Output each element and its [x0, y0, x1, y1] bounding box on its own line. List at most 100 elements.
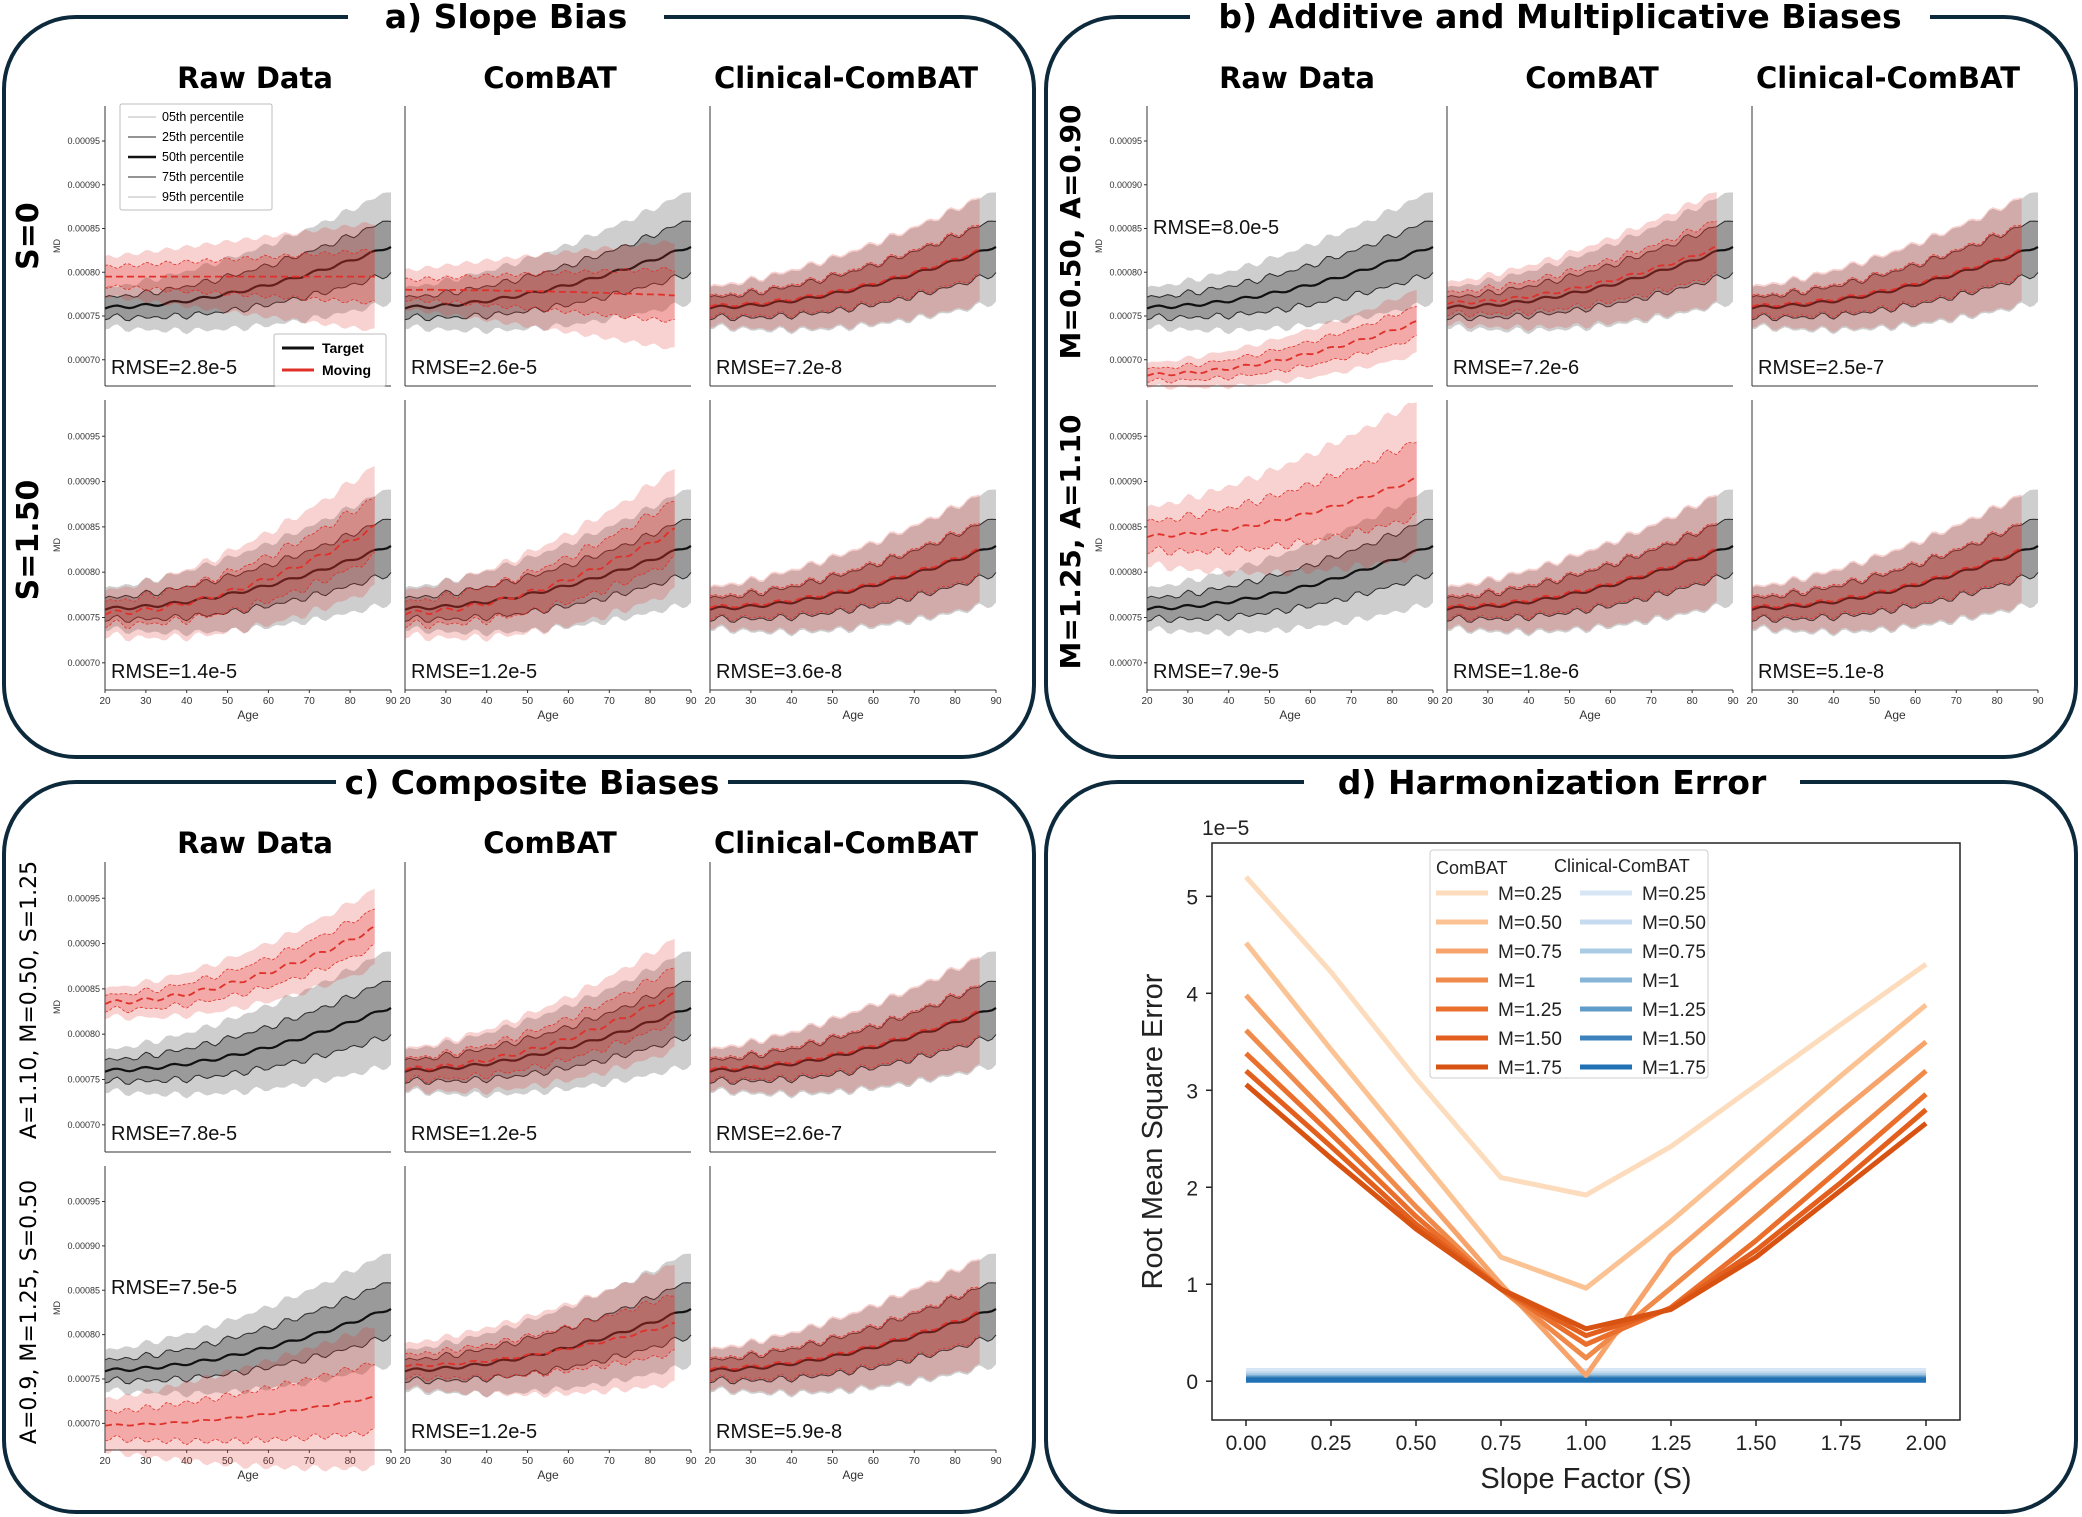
- target-p25-line: [1146, 272, 1434, 322]
- moving-inner-band: [710, 985, 980, 1083]
- percentile-legend: 05th percentile 25th percentile 50th per…: [119, 103, 273, 211]
- moving-p25-line: [709, 272, 980, 320]
- y-tick-label: 0.00080: [67, 267, 100, 277]
- legend-moving: Moving: [322, 362, 371, 378]
- target-p25-line: [1446, 272, 1734, 322]
- x-tick-label: 40: [1223, 696, 1235, 707]
- percentile-plot-a-0-1: RMSE=2.6e-5: [404, 106, 692, 387]
- percentile-plot-a-1-2: 20 30 40 50 60 70 80 90 Age RMSE=3.6e-8: [704, 400, 1002, 722]
- target-p25-line: [1751, 272, 2039, 322]
- x-tick-label: 60: [1910, 696, 1922, 707]
- y-tick-label: 0.00080: [1109, 267, 1142, 277]
- x-tick-label: 0.50: [1396, 1432, 1437, 1455]
- moving-p25-line: [1751, 572, 2022, 622]
- moving-p25-line: [404, 1017, 675, 1084]
- group-legend: Target Moving: [273, 333, 387, 387]
- target-outer-band: [1447, 489, 1733, 637]
- target-outer-band: [105, 192, 391, 335]
- target-median-line: [104, 545, 392, 611]
- y-axis-label: MD: [1094, 239, 1104, 253]
- series-line-combat-M=1.25: [1244, 1051, 1928, 1347]
- y-tick-label: 0.00080: [67, 567, 100, 577]
- percentile-plot-c-1-0: 0.00070 0.00075 0.00080 0.00085 0.00090 0.000…: [52, 1166, 397, 1482]
- x-tick-label: 1.75: [1821, 1432, 1862, 1455]
- moving-median-line: [104, 1395, 375, 1427]
- legend-p75: 75th percentile: [162, 170, 244, 184]
- x-tick-label: 30: [1482, 696, 1494, 707]
- moving-inner-band: [1447, 523, 1717, 621]
- target-outer-band: [405, 489, 691, 637]
- x-tick-label: 60: [868, 696, 880, 707]
- rmse-label: RMSE=3.6e-8: [716, 661, 842, 683]
- target-p25-line: [104, 1334, 392, 1385]
- y-tick-label: 3: [1186, 1080, 1198, 1103]
- moving-inner-band: [1447, 221, 1717, 317]
- panel-c-row-label-1: A=0.9, M=1.25, S=0.50: [17, 1180, 42, 1444]
- rmse-label: RMSE=7.2e-8: [716, 357, 842, 379]
- y-tick-label: 0: [1186, 1371, 1198, 1394]
- x-axis-label: Slope Factor (S): [1480, 1463, 1691, 1495]
- y-tick-label: 0.00075: [1109, 311, 1142, 321]
- y-tick-label: 0.00095: [1109, 431, 1142, 441]
- moving-p25-line: [104, 284, 375, 305]
- y-tick-label: 0.00095: [1109, 136, 1142, 146]
- percentile-plot-b-1-0: 0.00070 0.00075 0.00080 0.00085 0.00090 0.000…: [1094, 400, 1439, 722]
- percentile-plot-c-0-0: 0.00070 0.00075 0.00080 0.00085 0.00090 0.000…: [52, 862, 392, 1153]
- moving-median-line: [1446, 547, 1718, 609]
- rmse-label: RMSE=8.0e-5: [1153, 217, 1279, 239]
- panel-b-row-label-0: M=0.50, A=0.90: [1054, 104, 1087, 359]
- y-tick-label: 0.00095: [67, 431, 100, 441]
- x-tick-label: 20: [704, 696, 716, 707]
- moving-p75-line: [709, 984, 980, 1059]
- y-tick-label: 0.00095: [67, 1197, 100, 1207]
- x-tick-label: 90: [2032, 696, 2044, 707]
- target-p75-line: [1751, 220, 2039, 298]
- x-tick-label: 90: [385, 1456, 397, 1467]
- percentile-plot-a-0-0: 0.00070 0.00075 0.00080 0.00085 0.00090 0.000…: [52, 106, 392, 387]
- x-tick-label: 20: [1441, 696, 1453, 707]
- rmse-label: RMSE=7.9e-5: [1153, 661, 1279, 683]
- moving-median-line: [709, 1009, 981, 1071]
- x-tick-label: 80: [1687, 696, 1699, 707]
- moving-p25-line: [1446, 572, 1717, 622]
- y-tick-label: 0.00090: [67, 939, 100, 949]
- legend-label: M=1.25: [1498, 1000, 1562, 1021]
- panel-a-col-combat: ComBAT: [483, 61, 617, 95]
- x-tick-label: 60: [1605, 696, 1617, 707]
- panel-b-col-raw: Raw Data: [1219, 61, 1375, 95]
- moving-inner-band: [405, 267, 675, 323]
- y-tick-label: 0.00080: [67, 1029, 100, 1039]
- rmse-label: RMSE=7.2e-6: [1453, 357, 1579, 379]
- moving-outer-band: [105, 888, 375, 1021]
- rmse-label: RMSE=7.8e-5: [111, 1123, 237, 1145]
- x-tick-label: 70: [304, 1456, 316, 1467]
- panel-b-col-clinical: Clinical-ComBAT: [1756, 61, 2020, 95]
- legend-p05: 05th percentile: [162, 110, 244, 124]
- y-tick-label: 0.00075: [67, 1374, 100, 1384]
- x-tick-label: 80: [645, 1456, 657, 1467]
- panel-c-col-raw: Raw Data: [177, 826, 333, 860]
- moving-inner-band: [1752, 523, 2022, 621]
- legend-label: M=0.50: [1642, 913, 1706, 934]
- moving-median-line: [404, 991, 676, 1072]
- x-axis-label: Age: [237, 1468, 259, 1482]
- moving-inner-band: [710, 225, 980, 319]
- target-p25-line: [1446, 572, 1734, 623]
- target-p25-line: [104, 272, 392, 322]
- moving-inner-band: [710, 523, 980, 621]
- x-tick-label: 1.25: [1651, 1432, 1692, 1455]
- target-p25-line: [709, 572, 997, 623]
- series-line-combat-M=1: [1244, 1028, 1928, 1361]
- moving-p75-line: [404, 266, 675, 283]
- x-tick-label: 40: [481, 1456, 493, 1467]
- moving-p25-line: [709, 1335, 980, 1383]
- y-tick-label: 0.00075: [67, 311, 100, 321]
- moving-p75-line: [709, 1286, 980, 1359]
- target-p75-line: [1446, 518, 1734, 599]
- target-p75-line: [709, 220, 997, 298]
- moving-inner-band: [405, 967, 675, 1083]
- chart-legend: ComBAT Clinical-ComBAT M=0.25 M=0.50 M=0.75 M…: [1429, 849, 1709, 1079]
- panel-c-col-clinical: Clinical-ComBAT: [714, 826, 978, 860]
- percentile-plot-a-1-0: 0.00070 0.00075 0.00080 0.00085 0.00090 0.000…: [52, 400, 397, 722]
- y-tick-label: 0.00080: [1109, 567, 1142, 577]
